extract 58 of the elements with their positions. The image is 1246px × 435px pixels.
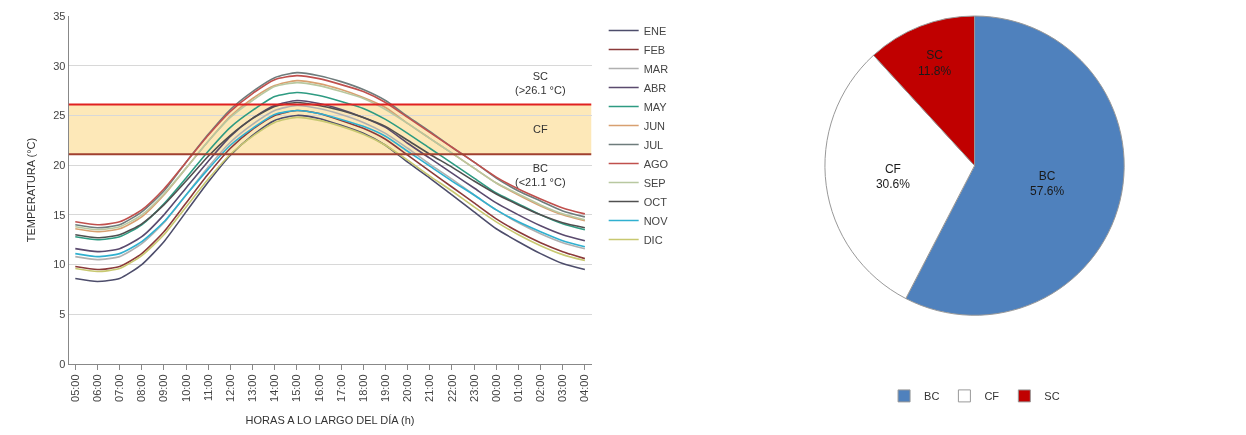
legend-label: DIC (643, 233, 663, 246)
y-tick-label: 25 (53, 109, 66, 122)
legend-label: SC (1044, 390, 1060, 403)
y-tick-label: 30 (53, 59, 66, 72)
x-tick-label: 03:00 (556, 374, 569, 402)
x-tick-label: 02:00 (534, 374, 547, 402)
legend-label: ABR (643, 81, 667, 94)
data-label: 30.6% (875, 177, 911, 192)
legend-label: JUN (643, 119, 666, 132)
x-tick-label: 14:00 (268, 374, 281, 402)
slice-label: BC (1038, 168, 1056, 183)
ref-line-label: SC (>26.1 °C) (515, 70, 566, 97)
legend-label: OCT (643, 195, 668, 208)
legend-label: MAR (643, 62, 669, 75)
x-tick-label: 15:00 (290, 374, 303, 402)
data-label: 57.6% (1030, 184, 1065, 199)
y-tick-label: 35 (53, 9, 66, 22)
x-tick-label: 20:00 (401, 374, 414, 402)
legend-label: BC (924, 390, 940, 403)
x-tick-label: 08:00 (135, 374, 148, 402)
x-tick-label: 18:00 (356, 374, 369, 402)
band-label: CF (533, 123, 548, 135)
x-tick-label: 06:00 (91, 374, 104, 402)
y-tick-label: 10 (53, 258, 66, 271)
y-axis-title: TEMPERATURA (°C) (24, 137, 37, 243)
legend-label: ENE (643, 24, 667, 37)
legend-label: AGO (643, 157, 669, 170)
x-axis-title: HORAS A LO LARGO DEL DÍA (h) (245, 414, 415, 427)
x-tick-label: 13:00 (246, 374, 259, 402)
y-tick-label: 15 (53, 208, 66, 221)
x-tick-label: 16:00 (312, 374, 325, 402)
x-tick-label: 07:00 (113, 374, 126, 402)
x-tick-label: 17:00 (334, 374, 347, 402)
x-tick-label: 09:00 (157, 374, 170, 402)
x-tick-label: 04:00 (578, 374, 591, 402)
x-tick-label: 22:00 (445, 374, 458, 402)
y-tick-label: 20 (53, 158, 66, 171)
legend-label: FEB (643, 43, 666, 56)
legend-label: JUL (643, 138, 664, 151)
x-tick-label: 01:00 (511, 374, 524, 402)
y-tick-label: 5 (59, 308, 66, 321)
x-tick-label: 11:00 (201, 374, 214, 402)
legend-label: SEP (643, 176, 666, 189)
x-tick-label: 21:00 (423, 374, 436, 402)
data-label: 11.8% (918, 64, 952, 79)
legend-label: CF (984, 390, 1000, 403)
x-tick-label: 19:00 (379, 374, 392, 402)
slice-label: SC (926, 48, 944, 63)
y-tick-label: 0 (59, 357, 66, 370)
x-tick-label: 23:00 (467, 374, 480, 402)
x-tick-label: 12:00 (223, 374, 236, 402)
legend-label: MAY (643, 100, 668, 113)
x-tick-label: 05:00 (68, 374, 81, 402)
ref-line-label: BC (<21.1 °C) (515, 162, 566, 189)
x-tick-label: 10:00 (179, 374, 192, 402)
legend-label: NOV (643, 214, 669, 227)
slice-label: CF (884, 161, 901, 176)
x-tick-label: 00:00 (489, 374, 502, 402)
